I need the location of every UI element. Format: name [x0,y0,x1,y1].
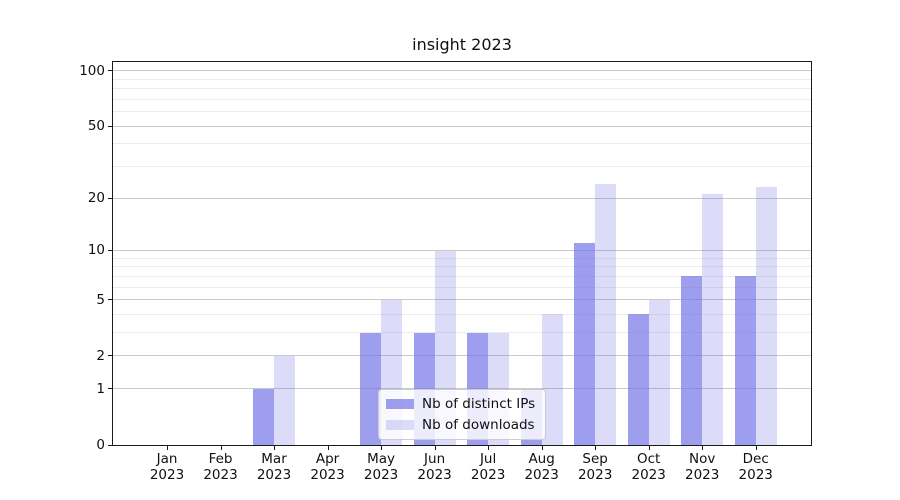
bar-distinct-ips-dec [734,276,756,445]
y-tick-label-100: 100 [79,62,105,79]
x-tick-label-dec: Dec 2023 [738,451,773,483]
legend-item-distinct-ips: Nb of distinct IPs [386,396,535,412]
bar-downloads-oct [648,299,670,445]
minor-gridline [113,98,811,100]
x-tick-mark [220,446,222,450]
y-tick-label-5: 5 [96,291,105,308]
x-tick-mark [648,446,650,450]
x-tick-label-may: May 2023 [363,451,399,483]
x-tick-mark [167,446,168,450]
major-gridline [113,70,811,72]
bar-downloads-nov [702,194,724,445]
x-tick-mark [541,446,543,450]
x-tick-mark [327,446,329,450]
legend-label-downloads: Nb of downloads [422,417,535,433]
x-tick-mark [434,446,436,450]
x-tick-label-apr: Apr 2023 [310,451,345,483]
minor-gridline [113,257,811,259]
x-tick-mark [274,446,276,450]
bar-distinct-ips-may [360,332,382,445]
legend-item-downloads: Nb of downloads [386,417,535,433]
y-tick-mark [108,299,112,301]
x-tick-label-aug: Aug 2023 [524,451,559,483]
x-tick-mark [755,446,757,450]
x-tick-mark [595,446,597,450]
bar-downloads-sep [595,183,617,445]
legend: Nb of distinct IPs Nb of downloads [378,389,547,440]
x-tick-label-mar: Mar 2023 [256,451,292,483]
bar-distinct-ips-sep [574,243,596,445]
minor-gridline [113,78,811,80]
minor-gridline [113,266,811,268]
bar-distinct-ips-oct [627,314,649,445]
y-tick-mark [108,249,112,251]
y-tick-label-20: 20 [87,190,105,206]
minor-gridline [113,111,811,112]
y-tick-label-0: 0 [96,437,105,453]
x-tick-label-sep: Sep 2023 [577,451,613,483]
x-tick-label-nov: Nov 2023 [685,451,720,483]
legend-swatch-downloads [386,420,414,430]
minor-gridline [113,286,811,288]
bar-downloads-aug [541,314,563,445]
y-tick-mark [108,70,112,72]
y-tick-label-10: 10 [87,242,105,259]
y-tick-label-50: 50 [87,118,105,135]
legend-swatch-distinct-ips [386,399,414,409]
major-gridline [113,388,811,390]
legend-label-distinct-ips: Nb of distinct IPs [422,396,536,412]
x-tick-label-jul: Jul 2023 [470,451,506,483]
minor-gridline [113,87,811,89]
x-tick-mark [702,446,704,450]
major-gridline [113,125,811,127]
x-tick-mark [488,446,490,450]
y-tick-mark [108,388,112,390]
major-gridline [113,299,811,301]
x-tick-label-jan: Jan 2023 [149,451,185,483]
bar-distinct-ips-nov [681,276,703,445]
y-tick-mark [108,444,112,446]
y-tick-mark [108,355,112,357]
chart-title: insight 2023 [412,35,512,54]
minor-gridline [113,165,811,167]
bar-distinct-ips-mar [253,388,275,445]
minor-gridline [113,313,811,315]
major-gridline [113,249,811,251]
y-tick-label-2: 2 [96,347,105,364]
bar-downloads-dec [755,187,777,445]
minor-gridline [113,275,811,277]
x-tick-label-oct: Oct 2023 [631,451,666,483]
major-gridline [113,355,811,357]
x-tick-label-jun: Jun 2023 [417,451,452,483]
y-tick-mark [108,125,112,127]
y-tick-label-1: 1 [96,380,105,397]
x-tick-mark [381,446,383,450]
plot-area: Nb of distinct IPs Nb of downloads [112,61,812,446]
bar-downloads-mar [274,355,296,445]
major-gridline [113,197,811,199]
minor-gridline [113,332,811,334]
y-tick-mark [108,197,112,199]
minor-gridline [113,143,811,145]
x-tick-label-feb: Feb 2023 [203,451,238,483]
